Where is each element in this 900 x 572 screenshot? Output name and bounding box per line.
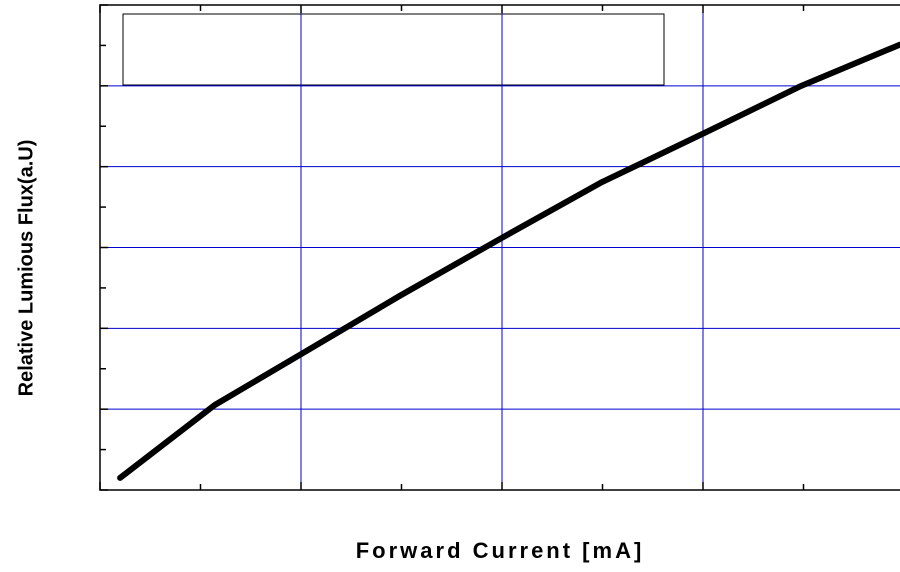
y-axis-title: Relative Lumious Flux(a.U) [15,140,37,397]
x-axis-title: Forward Current [mA] [356,538,645,563]
data-line [117,41,900,481]
plot-frame [99,4,900,491]
legend-box [122,13,665,86]
